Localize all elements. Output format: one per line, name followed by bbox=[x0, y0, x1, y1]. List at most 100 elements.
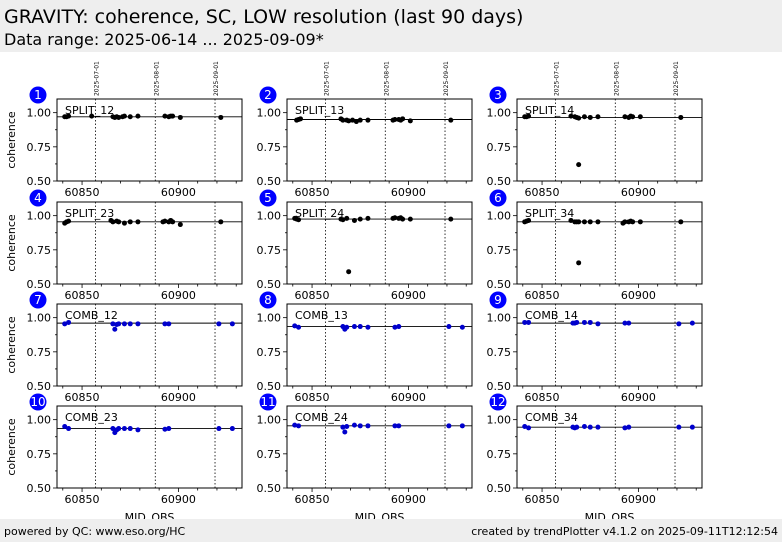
data-point bbox=[630, 219, 636, 225]
panel-split-13: 2025-07-01 2025-08-01 2025-09-01 60850 60900… bbox=[257, 61, 473, 199]
data-point bbox=[678, 219, 684, 225]
data-point bbox=[587, 424, 593, 430]
data-point bbox=[346, 269, 352, 275]
axes-frame bbox=[516, 98, 703, 182]
panel-number: 4 bbox=[34, 191, 42, 205]
x-tick-label: 60900 bbox=[391, 186, 426, 199]
date-marker-label: 2025-09-01 bbox=[673, 61, 680, 96]
axes-frame bbox=[56, 201, 243, 285]
x-tick-label: 60900 bbox=[161, 186, 196, 199]
x-tick-label: 60900 bbox=[161, 289, 196, 302]
date-marker-label: 2025-09-01 bbox=[213, 61, 220, 96]
data-point bbox=[587, 319, 593, 325]
data-point bbox=[574, 319, 580, 325]
data-point bbox=[66, 426, 72, 432]
axes-frame bbox=[516, 303, 703, 387]
data-point bbox=[357, 117, 363, 123]
data-point bbox=[296, 423, 302, 429]
panel-number-badge bbox=[29, 291, 47, 309]
panel-number: 1 bbox=[34, 88, 42, 102]
data-point bbox=[229, 426, 235, 432]
data-point bbox=[121, 321, 127, 327]
x-tick-label: 60850 bbox=[65, 493, 100, 506]
data-point bbox=[581, 219, 587, 225]
data-point bbox=[350, 117, 356, 123]
data-point bbox=[89, 113, 95, 119]
panel-number-badge bbox=[29, 393, 47, 411]
data-point bbox=[576, 219, 582, 225]
data-point bbox=[526, 113, 532, 119]
data-point bbox=[135, 427, 141, 433]
data-point bbox=[392, 117, 398, 122]
x-tick-label: 60850 bbox=[65, 289, 100, 302]
y-tick-label: 0.50 bbox=[487, 175, 512, 188]
y-axis-label: coherence bbox=[5, 316, 18, 374]
data-point bbox=[62, 321, 68, 327]
data-point bbox=[110, 219, 116, 225]
y-tick-label: 0.50 bbox=[27, 380, 52, 393]
data-point bbox=[292, 422, 298, 428]
x-tick-label: 60900 bbox=[621, 493, 656, 506]
data-point bbox=[342, 429, 348, 435]
y-tick-label: 1.00 bbox=[257, 210, 282, 223]
data-point bbox=[344, 324, 350, 330]
y-tick-label: 0.50 bbox=[27, 482, 52, 495]
data-point bbox=[576, 162, 582, 168]
panel-number-badge bbox=[259, 393, 277, 411]
y-tick-label: 1.00 bbox=[257, 312, 282, 325]
data-point bbox=[135, 113, 141, 119]
data-point bbox=[622, 320, 628, 326]
data-point bbox=[162, 218, 168, 224]
y-axis-label: coherence bbox=[5, 111, 18, 169]
data-point bbox=[351, 422, 357, 428]
data-point bbox=[112, 326, 118, 332]
panel-label: SPLIT_14 bbox=[525, 104, 574, 117]
data-point bbox=[177, 114, 183, 120]
data-point bbox=[116, 219, 122, 225]
data-point bbox=[522, 424, 528, 429]
data-point bbox=[576, 260, 582, 266]
data-point bbox=[135, 219, 141, 225]
data-point bbox=[110, 426, 116, 432]
data-point bbox=[121, 113, 127, 119]
axes-frame bbox=[286, 98, 473, 182]
panel-comb-14: 60850 60900 0.50 0.75 1.00 COMB_14 9 bbox=[487, 291, 703, 404]
axes-frame bbox=[286, 201, 473, 285]
panel-number-badge bbox=[259, 291, 277, 309]
data-point bbox=[365, 324, 371, 330]
data-point bbox=[448, 216, 454, 222]
panel-number-badge bbox=[489, 291, 507, 309]
data-point bbox=[407, 216, 413, 222]
panel-number: 9 bbox=[494, 293, 502, 307]
data-point bbox=[357, 324, 363, 330]
panel-number-badge bbox=[489, 189, 507, 207]
data-point bbox=[365, 215, 371, 221]
data-point bbox=[296, 217, 302, 223]
y-tick-label: 1.00 bbox=[487, 414, 512, 427]
date-marker-label: 2025-08-01 bbox=[153, 61, 160, 96]
data-point bbox=[581, 424, 587, 429]
data-point bbox=[396, 324, 402, 330]
panel-label: COMB_12 bbox=[65, 309, 118, 322]
data-point bbox=[574, 424, 580, 430]
data-point bbox=[116, 114, 122, 120]
y-tick-label: 0.75 bbox=[257, 244, 282, 257]
data-point bbox=[116, 426, 122, 432]
axes-frame bbox=[516, 201, 703, 285]
y-tick-label: 1.00 bbox=[27, 210, 52, 223]
panel-number-badge bbox=[489, 86, 507, 104]
data-point bbox=[526, 319, 532, 325]
data-point bbox=[357, 216, 363, 222]
panel-label: COMB_34 bbox=[525, 411, 578, 424]
data-point bbox=[177, 222, 183, 228]
data-point bbox=[66, 319, 72, 325]
y-axis-label: coherence bbox=[5, 418, 18, 476]
y-tick-label: 0.50 bbox=[257, 175, 282, 188]
y-tick-label: 0.75 bbox=[27, 141, 52, 154]
data-point bbox=[127, 219, 133, 225]
data-point bbox=[581, 114, 587, 120]
data-point bbox=[587, 219, 593, 225]
footer-bar: powered by QC: www.eso.org/HC created by… bbox=[0, 519, 782, 542]
